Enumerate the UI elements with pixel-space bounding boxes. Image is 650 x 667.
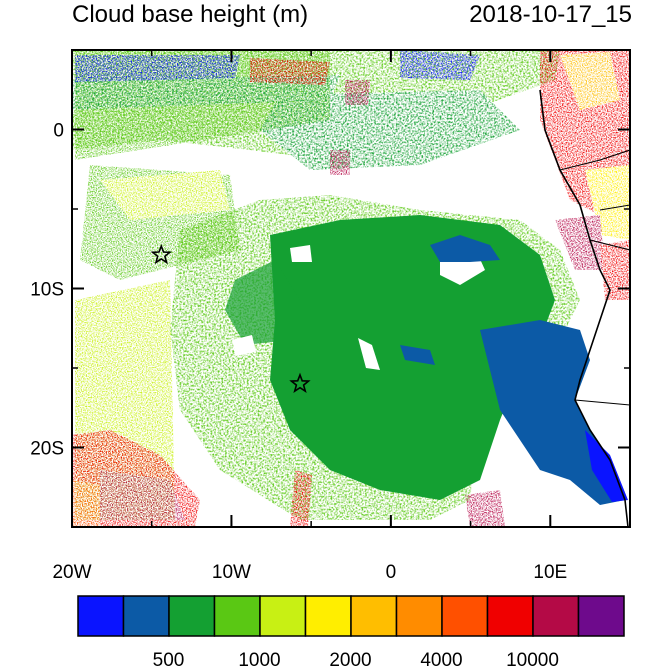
colorbar-swatch <box>259 595 307 637</box>
colorbar-swatch <box>213 595 261 637</box>
colorbar-swatch <box>395 595 443 637</box>
axis-ticks: 20W 10W 0 10E 0 10S 20S <box>30 49 631 583</box>
colorbar-swatch <box>486 595 534 637</box>
colorbar-swatch <box>77 595 125 637</box>
colorbar-swatch <box>532 595 580 637</box>
colorbar-label: 1000 <box>238 650 280 667</box>
colorbar-swatch <box>350 595 398 637</box>
colorbar-label: 2000 <box>329 650 371 667</box>
colorbar-swatch <box>168 595 216 637</box>
star-marker-icon <box>289 372 311 394</box>
lon-tick-label: 10W <box>212 562 251 583</box>
cloud-field <box>72 50 630 527</box>
map-timestamp: 2018-10-17_15 <box>469 1 632 28</box>
colorbar-swatch <box>441 595 489 637</box>
lon-tick-label: 10E <box>533 562 567 583</box>
lon-tick-label: 20W <box>52 562 91 583</box>
lat-tick-label: 10S <box>30 280 64 301</box>
colorbar: 500 1000 2000 4000 10000 <box>77 595 625 667</box>
site-markers <box>150 243 311 394</box>
lat-tick-label: 20S <box>30 439 64 460</box>
colorbar-label: 500 <box>153 650 185 667</box>
coastline <box>539 89 629 527</box>
colorbar-label: 4000 <box>420 650 462 667</box>
colorbar-label: 10000 <box>506 650 559 667</box>
colorbar-swatch <box>122 595 170 637</box>
lat-tick-label: 0 <box>53 121 64 142</box>
map-title: Cloud base height (m) <box>72 1 308 28</box>
colorbar-swatch <box>304 595 352 637</box>
star-marker-icon <box>150 243 172 265</box>
colorbar-swatch <box>577 595 625 637</box>
lon-tick-label: 0 <box>386 562 397 583</box>
